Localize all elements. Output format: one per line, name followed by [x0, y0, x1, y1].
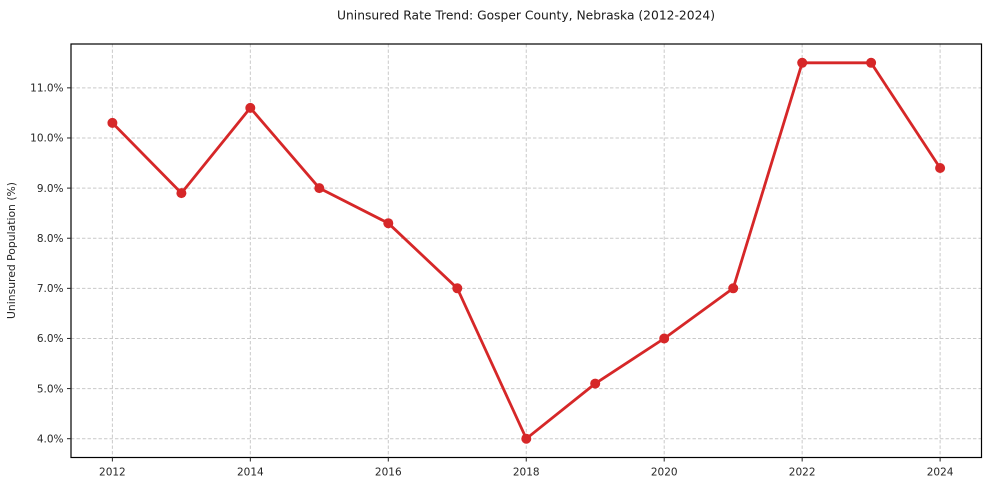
data-point-2012 [107, 117, 118, 128]
data-point-2024 [935, 163, 946, 173]
data-point-2017 [452, 283, 463, 294]
chart-title: Uninsured Rate Trend: Gosper County, Neb… [337, 9, 715, 23]
y-tick-label-7: 7.0% [37, 283, 64, 295]
data-point-2023 [866, 57, 877, 68]
y-tick-label-9: 9.0% [37, 183, 64, 195]
data-point-2013 [176, 188, 187, 199]
plot-render-layer: 4.0% 5.0% 6.0% 7.0% 8.0% 9.0% 10.0% 11.0% 2012 20… [30, 43, 983, 479]
data-point-2022 [797, 57, 808, 68]
data-point-2016 [383, 218, 394, 229]
y-axis-label: Uninsured Population (%) [5, 182, 18, 319]
x-tick-label-2020: 2020 [651, 467, 678, 479]
x-tick-label-2018: 2018 [513, 467, 540, 479]
y-tick-label-5: 5.0% [37, 383, 64, 395]
x-tick-label-2014: 2014 [237, 467, 264, 479]
data-point-2020 [659, 333, 670, 344]
x-tick-label-2024: 2024 [927, 467, 954, 479]
y-tick-label-4: 4.0% [37, 433, 64, 445]
data-point-2019 [590, 378, 601, 389]
data-point-2014 [245, 102, 256, 113]
data-point-2018 [521, 433, 532, 444]
y-tick-label-11: 11.0% [30, 83, 63, 95]
y-tick-label-8: 8.0% [37, 233, 64, 245]
data-point-2021 [728, 283, 739, 294]
x-tick-label-2012: 2012 [99, 467, 126, 479]
x-tick-label-2016: 2016 [375, 467, 402, 479]
x-tick-label-2022: 2022 [789, 467, 816, 479]
y-tick-label-10: 10.0% [30, 133, 63, 145]
y-tick-label-6: 6.0% [37, 333, 64, 345]
data-point-2015 [314, 183, 325, 194]
